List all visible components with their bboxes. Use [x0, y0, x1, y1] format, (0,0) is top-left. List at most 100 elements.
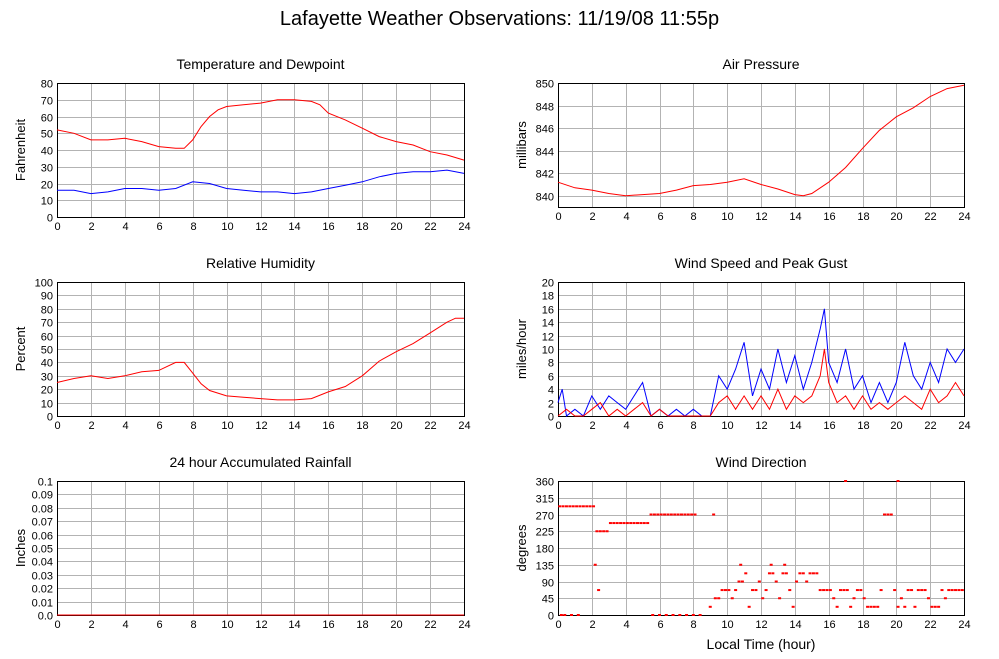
winddir-point [879, 589, 883, 592]
winddir-point [575, 505, 579, 508]
temp-ytick-label: 20 [41, 180, 53, 192]
winddir-point [581, 505, 585, 508]
winddir-point [664, 614, 668, 616]
pressure-plot-frame [558, 83, 965, 208]
rh-xtick-label: 0 [54, 420, 60, 432]
winddir-xtick-label: 6 [657, 619, 663, 631]
rh-xtick-label: 24 [458, 420, 470, 432]
winddir-point [686, 513, 690, 516]
wind-ylabel: miles/hour [514, 318, 529, 379]
winddir-point [663, 513, 667, 516]
winddir-point [723, 589, 727, 592]
rain-xtick-label: 6 [156, 619, 162, 631]
rh-ytick-label: 90 [41, 291, 53, 303]
pressure-xtick-label: 14 [789, 211, 801, 223]
temp-ytick-label: 40 [41, 146, 53, 158]
winddir-point [937, 605, 941, 608]
winddir-point [602, 530, 606, 533]
winddir-point [636, 522, 640, 525]
winddir-point [950, 589, 954, 592]
winddir-point [805, 580, 809, 583]
rain-xtick-label: 2 [88, 619, 94, 631]
winddir-point [588, 505, 592, 508]
winddir-point [578, 505, 582, 508]
rh-ytick-label: 100 [35, 278, 53, 290]
rh-xtick-label: 4 [122, 420, 128, 432]
winddir-ytick-label: 270 [536, 511, 554, 523]
temp-ytick-label: 60 [41, 113, 53, 125]
rain-ytick-label: 0.09 [32, 490, 53, 502]
winddir-point [592, 505, 596, 508]
winddir-point [896, 605, 900, 608]
wind-xtick-label: 10 [721, 420, 733, 432]
winddir-point [839, 589, 843, 592]
winddir-point [869, 605, 873, 608]
rh-xtick-label: 8 [190, 420, 196, 432]
winddir-point [734, 589, 738, 592]
temp-xtick-label: 2 [88, 221, 94, 233]
winddir-point [761, 597, 765, 600]
wind-xtick-label: 24 [958, 420, 970, 432]
rh-series-0 [56, 317, 464, 401]
temp-ytick-label: 70 [41, 96, 53, 108]
winddir-point [784, 572, 788, 575]
rain-ytick-label: 0.01 [32, 598, 53, 610]
winddir-point [767, 572, 771, 575]
winddir-point [783, 563, 787, 566]
winddir-ytick-label: 360 [536, 477, 554, 489]
wind-ytick-label: 0 [548, 412, 554, 424]
pressure-ytick-label: 842 [536, 169, 554, 181]
wind-xtick-label: 20 [890, 420, 902, 432]
rh-xtick-label: 10 [221, 420, 233, 432]
winddir-point [678, 614, 682, 616]
pressure-xtick-label: 20 [890, 211, 902, 223]
winddir-point [916, 589, 920, 592]
winddir-xtick-label: 24 [958, 619, 970, 631]
pressure-ylabel: millibars [514, 121, 529, 169]
rh-ytick-label: 0 [47, 412, 53, 424]
temp-ylabel: Fahrenheit [13, 119, 28, 182]
winddir-point [683, 513, 687, 516]
temp-xtick-label: 8 [190, 221, 196, 233]
rh-xtick-label: 18 [356, 420, 368, 432]
wind-xtick-label: 12 [755, 420, 767, 432]
rain-xtick-label: 22 [424, 619, 436, 631]
winddir-xtick-label: 16 [823, 619, 835, 631]
winddir-point [651, 614, 655, 616]
winddir-point [896, 480, 900, 482]
rain-xtick-label: 10 [221, 619, 233, 631]
pressure-xtick-label: 0 [555, 211, 561, 223]
winddir-point [889, 513, 893, 516]
winddir-point [822, 589, 826, 592]
wind-xtick-label: 6 [657, 420, 663, 432]
rh-ytick-label: 40 [41, 358, 53, 370]
temp-series-1 [57, 169, 465, 195]
winddir-point [832, 597, 836, 600]
pressure-xtick-label: 4 [623, 211, 629, 223]
winddir-point [893, 589, 897, 592]
temp-xtick-label: 16 [322, 221, 334, 233]
pressure-ytick-label: 840 [536, 192, 554, 204]
winddir-point [903, 605, 907, 608]
wind-series-1 [557, 348, 965, 417]
temp-xtick-label: 22 [424, 221, 436, 233]
rh-ytick-label: 20 [41, 385, 53, 397]
winddir-point [676, 513, 680, 516]
winddir-point [845, 589, 849, 592]
rain-ytick-label: 0.08 [32, 504, 53, 516]
winddir-ytick-label: 315 [536, 494, 554, 506]
winddir-point [862, 597, 866, 600]
winddir-point [906, 589, 910, 592]
wind-xtick-label: 0 [555, 420, 561, 432]
winddir-point [671, 614, 675, 616]
winddir-point [943, 597, 947, 600]
rain-ytick-label: 0.06 [32, 531, 53, 543]
wind-ytick-label: 12 [542, 332, 554, 344]
wind-series-0 [557, 308, 965, 417]
temp-xtick-label: 12 [255, 221, 267, 233]
winddir-plot-frame [558, 481, 965, 616]
